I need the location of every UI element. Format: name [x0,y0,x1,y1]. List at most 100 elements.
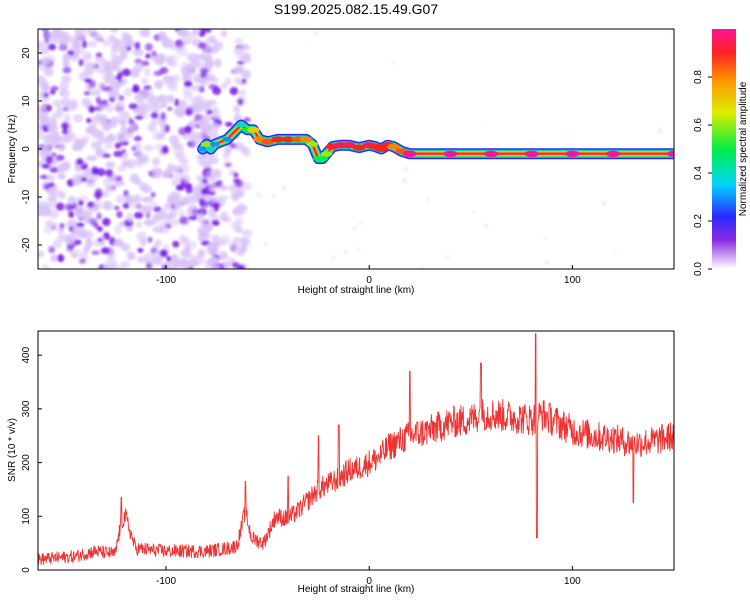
spectrogram-noise-blob [150,191,156,199]
spectrogram-noise-blob [78,58,85,67]
spectrogram-noise-blob [88,217,97,226]
spectrogram-noise-blob [112,38,121,48]
spectrogram-noise-blob [206,109,214,115]
spectrogram-noise-blob [420,266,424,269]
spectrogram-noise-blob [41,29,50,33]
spectrogram-noise-blob [119,118,127,125]
snr-y-tick-label: 0 [21,567,32,573]
spectrogram-noise-blob [211,111,221,121]
spectrogram-noise-blob [170,194,178,201]
spectrogram-noise-blob [121,68,132,77]
spectrogram-noise-blob [241,69,251,79]
spectrogram-noise-blob [164,124,170,133]
spectrogram-noise-blob [175,184,185,191]
spectrogram-noise-blob [193,76,205,83]
spectrogram-noise-blob [38,250,45,258]
spectrogram-noise-blob [40,145,51,156]
spectrogram-noise-blob [133,135,142,142]
spectrogram-noise-blob [47,43,57,51]
snr-y-tick-label: 200 [21,454,32,471]
spectrogram-noise-blob [133,142,142,153]
spectrogram-noise-blob [166,80,177,88]
spectrogram-noise-blob [86,155,97,162]
spectrogram-noise-blob [43,66,54,77]
spectrogram-noise-blob [133,42,141,48]
spectrogram-noise-blob [402,178,407,183]
spectrogram-ridge-cell [387,143,400,150]
colorbar-label: Normalized spectral amplitude [738,81,749,216]
spectrogram-noise-blob [134,63,144,72]
spectrogram-noise-blob [43,226,53,235]
spectrogram-noise-blob [102,217,111,227]
spectrogram-noise-blob [152,168,164,179]
spectrogram-noise-blob [73,239,82,244]
snr-y-ticks: 0 100 200 300 400 [21,346,42,573]
spectrogram-ridge-cell [667,150,674,157]
spectrogram-noise-blob [143,67,151,77]
spectrogram-x-tick-label: -100 [156,275,176,286]
spectrogram-noise-blob [545,260,550,265]
chart-title: S199.2025.082.15.49.G07 [274,1,438,17]
spectrogram-noise-blob [76,230,87,239]
spectrogram-noise-blob [147,95,160,106]
spectrogram-noise-blob [166,212,174,220]
spectrogram-noise-blob [143,252,155,264]
spectrogram-noise-blob [39,58,51,66]
snr-x-ticks: -100 0 100 [156,566,581,587]
spectrogram-noise-blob [185,53,193,61]
spectrogram-ridge-cell [299,136,313,143]
spectrogram-noise-blob [165,94,175,102]
spectrogram-noise-blob [58,44,68,51]
spectrogram-noise-blob [57,227,65,234]
spectrogram-y-tick-label: 0 [21,146,32,152]
spectrogram-noise-blob [45,155,54,165]
spectrogram-ridge-cell [247,126,260,133]
spectrogram-noise-blob [101,190,109,198]
spectrogram-noise-blob [241,229,253,237]
spectrogram-noise-blob [658,128,663,133]
spectrogram-ridge-cell [352,144,366,151]
spectrogram-noise-blob [161,265,168,269]
spectrogram-y-axis-label: Frequency (Hz) [7,115,18,184]
spectrogram-noise-blob [38,60,42,65]
spectrogram-noise-blob [232,208,245,217]
spectrogram-noise-blob [601,201,606,205]
spectrogram-ridge-cell [342,142,356,149]
spectrogram-noise-blob [213,205,219,212]
colorbar-tick-label: 0.6 [693,118,704,132]
spectrogram-noise-blob [126,212,134,223]
spectrogram-noise-blob [176,29,189,38]
spectrogram-noise-blob [182,65,193,72]
spectrogram-noise-blob [98,103,107,111]
spectrogram-noise-blob [78,209,90,220]
spectrogram-noise-blob [84,66,95,76]
spectrogram-noise-blob [126,251,136,261]
spectrogram-noise-blob [446,255,450,259]
spectrogram-noise-blob [188,241,198,250]
snr-y-tick-label: 400 [21,346,32,363]
spectrogram-noise-blob [141,184,153,194]
spectrogram-noise-blob [205,99,217,106]
spectrogram-noise-blob [67,195,76,205]
spectrogram-noise-blob [39,174,49,180]
spectrogram-noise-blob [200,187,210,196]
spectrogram-noise-blob [137,247,144,253]
spectrogram-noise-blob [141,205,153,214]
spectrogram-noise-blob [179,216,189,225]
spectrogram-ridge-cell [271,136,285,143]
spectrogram-noise-blob [203,218,211,229]
spectrogram-noise-blob [191,208,200,216]
spectrogram-noise-blob [229,86,239,96]
spectrogram-noise-blob [181,72,192,83]
spectrogram-noise-blob [183,173,191,184]
spectrogram-noise-blob [331,256,336,260]
spectrogram-y-tick-label: -20 [21,237,32,252]
spectrogram-noise-blob [114,142,122,149]
spectrogram-noise-layer [38,29,674,269]
spectrogram-noise-blob [154,79,164,90]
spectrogram-noise-blob [202,177,208,185]
spectrogram-noise-blob [102,153,111,158]
spectrogram-noise-blob [208,76,219,83]
spectrogram-noise-blob [211,202,221,209]
